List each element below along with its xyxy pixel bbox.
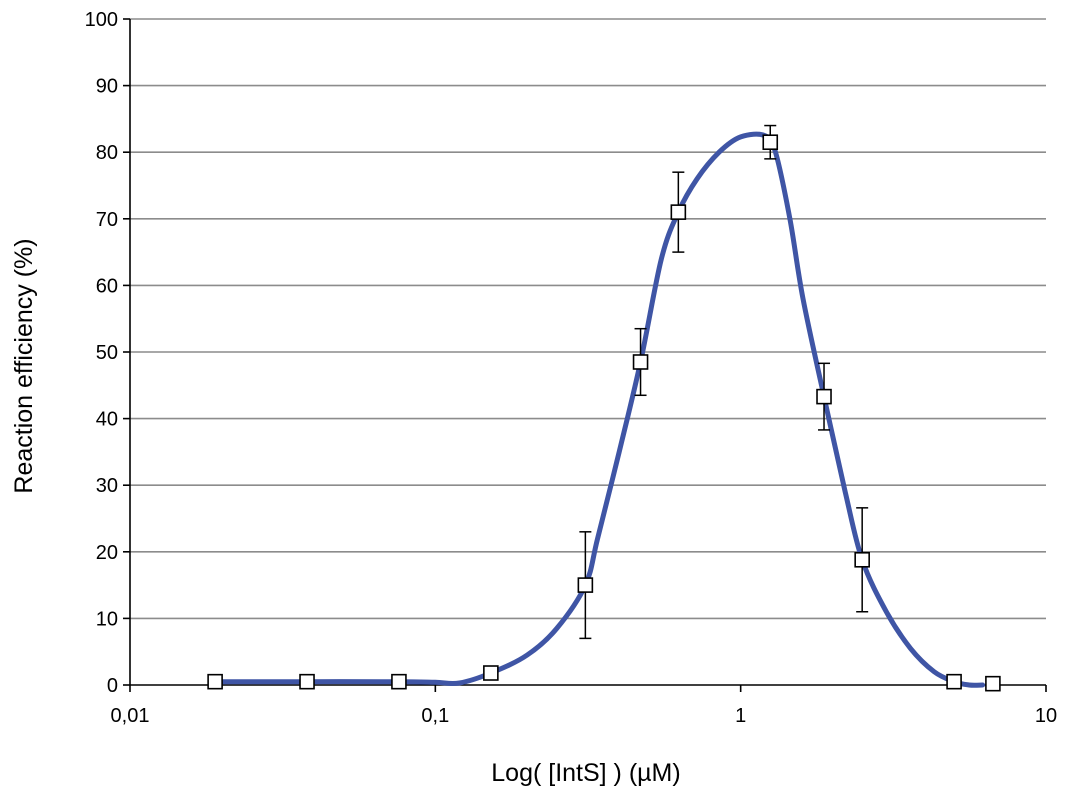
y-tick-label-5: 50	[96, 342, 118, 364]
data-point-3	[483, 665, 499, 681]
error-bars	[579, 124, 869, 640]
y-tick-label-8: 80	[96, 142, 118, 164]
data-point-5	[632, 354, 649, 370]
y-tick-label-4: 40	[96, 409, 118, 431]
x-tick-label-1: 0,1	[421, 705, 449, 727]
x-tick-label-2: 1	[735, 705, 746, 727]
data-point-11	[985, 675, 1001, 692]
data-point-2	[391, 673, 407, 690]
x-axis-title: Log( [IntS] ) (µM)	[491, 759, 680, 787]
data-point-7	[762, 134, 779, 151]
data-point-4	[577, 577, 594, 593]
data-point-0	[207, 673, 223, 690]
y-tick-label-9: 90	[96, 76, 118, 98]
y-tick-label-7: 70	[96, 209, 118, 231]
fit-curve-line	[212, 131, 986, 688]
x-tick-labels: 0,01 0,1 1 10	[111, 685, 1057, 727]
y-tick-label-10: 100	[85, 9, 118, 31]
y-tick-label-1: 10	[96, 608, 118, 630]
x-tick-label-3: 10	[1035, 705, 1057, 727]
gridlines	[130, 18, 1046, 620]
y-tick-label-2: 20	[96, 542, 118, 564]
y-tick-label-0: 0	[107, 675, 118, 697]
data-markers	[207, 134, 1001, 692]
data-point-1	[299, 673, 315, 690]
data-point-6	[670, 204, 687, 220]
data-point-8	[816, 388, 832, 405]
data-point-10	[946, 673, 962, 690]
x-tick-label-0: 0,01	[111, 705, 150, 727]
y-tick-label-6: 60	[96, 275, 118, 297]
y-axis-title: Reaction efficiency (%)	[10, 238, 38, 493]
y-tick-label-3: 30	[96, 475, 118, 497]
y-tick-labels: 0 10 20 30 40 50 60 70 80 90 100	[85, 9, 130, 697]
fit-curve-layer	[212, 131, 986, 688]
data-point-9	[854, 551, 870, 568]
